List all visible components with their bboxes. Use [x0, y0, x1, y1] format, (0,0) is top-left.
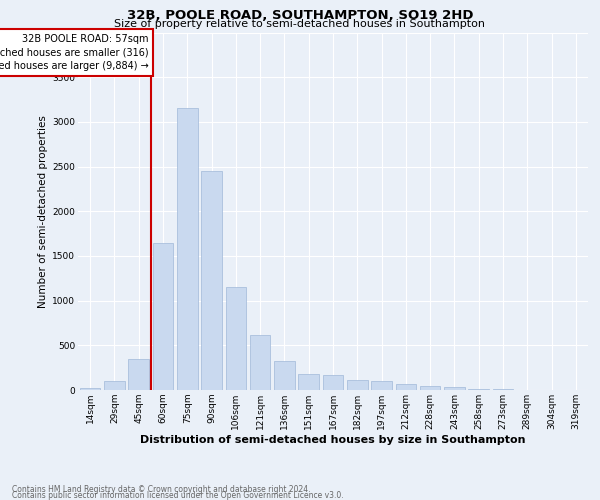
Text: Size of property relative to semi-detached houses in Southampton: Size of property relative to semi-detach… — [115, 19, 485, 29]
Bar — [469, 388, 489, 390]
Bar — [201, 171, 222, 390]
Bar — [128, 358, 149, 390]
Y-axis label: Number of semi-detached properties: Number of semi-detached properties — [38, 115, 48, 308]
X-axis label: Distribution of semi-detached houses by size in Southampton: Distribution of semi-detached houses by … — [140, 434, 526, 444]
Bar — [274, 360, 295, 390]
Text: Contains public sector information licensed under the Open Government Licence v3: Contains public sector information licen… — [12, 490, 344, 500]
Bar — [80, 388, 100, 390]
Bar — [444, 388, 465, 390]
Bar — [250, 334, 271, 390]
Bar — [323, 376, 343, 390]
Bar — [371, 380, 392, 390]
Bar — [226, 287, 246, 390]
Bar — [152, 242, 173, 390]
Bar — [420, 386, 440, 390]
Text: 32B, POOLE ROAD, SOUTHAMPTON, SO19 2HD: 32B, POOLE ROAD, SOUTHAMPTON, SO19 2HD — [127, 9, 473, 22]
Bar — [347, 380, 368, 390]
Bar — [395, 384, 416, 390]
Bar — [177, 108, 197, 390]
Text: Contains HM Land Registry data © Crown copyright and database right 2024.: Contains HM Land Registry data © Crown c… — [12, 484, 311, 494]
Text: 32B POOLE ROAD: 57sqm
← 3% of semi-detached houses are smaller (316)
97% of semi: 32B POOLE ROAD: 57sqm ← 3% of semi-detac… — [0, 34, 148, 70]
Bar — [298, 374, 319, 390]
Bar — [104, 381, 125, 390]
